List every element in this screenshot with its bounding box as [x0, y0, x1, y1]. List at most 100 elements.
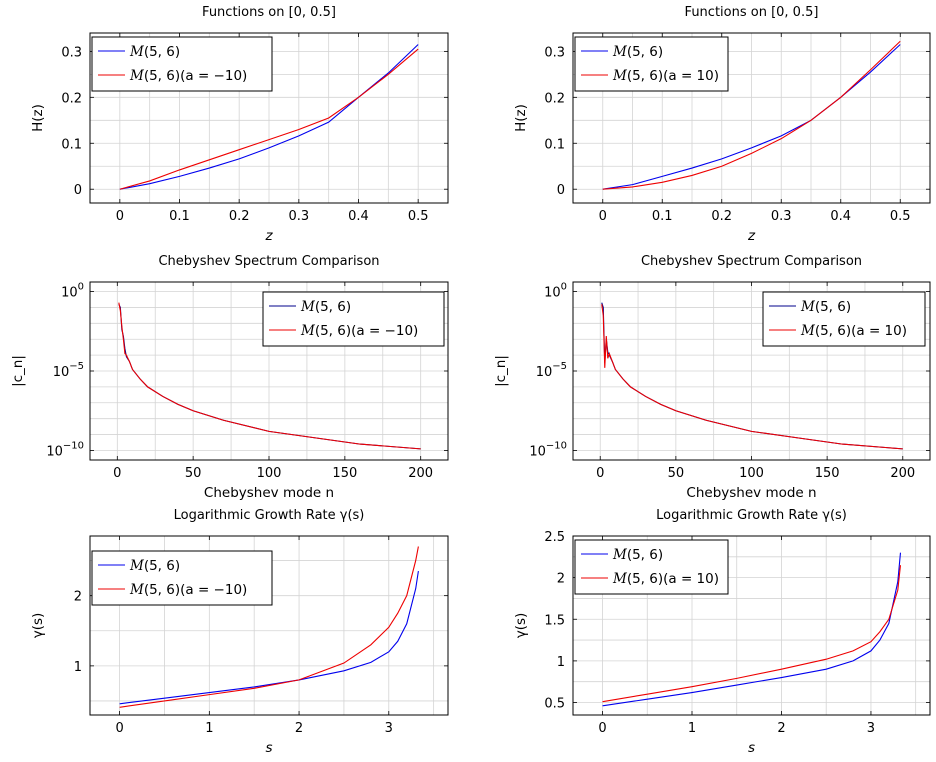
x-tick-label: 3: [385, 721, 393, 736]
plot-frame: [572, 32, 931, 204]
y-tick-label: 10−5: [536, 361, 567, 380]
y-tick-exponent: −10: [546, 440, 567, 451]
legend-label-rest: (5, 6)(a = −10): [144, 582, 248, 598]
legend-label-script-m: M: [129, 68, 145, 84]
chart-title: Functions on [0, 0.5]: [202, 5, 336, 20]
y-tick-label: 0.3: [544, 45, 565, 60]
y-tick-label: 10−5: [53, 361, 84, 380]
series-line-2: [602, 40, 901, 190]
series-line-2: [601, 304, 903, 450]
x-tick-label: 0.1: [169, 209, 190, 224]
y-tick-label: 0.2: [544, 91, 565, 106]
chart-title: Logarithmic Growth Rate γ(s): [656, 508, 847, 523]
y-tick-label: 0.1: [61, 137, 82, 152]
x-tick-label: 0: [115, 721, 123, 736]
series-line-2: [118, 302, 421, 450]
y-tick-exponent: −10: [63, 440, 84, 451]
chart-title: Logarithmic Growth Rate γ(s): [174, 508, 365, 523]
legend-label-rest: (5, 6)(a = 10): [627, 571, 719, 587]
legend-box: [262, 291, 445, 347]
plot-frame: [89, 535, 449, 716]
x-tick-label: 200: [890, 466, 915, 481]
legend-label: M(5, 6): [800, 299, 851, 315]
y-tick-exponent: 0: [78, 282, 84, 293]
x-tick-label: 0.5: [408, 209, 429, 224]
y-tick-base: 10: [544, 286, 561, 301]
legend-label-rest: (5, 6): [144, 44, 180, 60]
legend-label-rest: (5, 6): [627, 547, 663, 563]
y-tick-label: 0.2: [61, 91, 82, 106]
chart-panel-1: Functions on [0, 0.5] 0 0.1 0.2 0.3 0.4 0.5 0 0.…: [30, 5, 449, 244]
x-tick-label: 0.2: [229, 209, 250, 224]
grid-lines: [573, 282, 930, 460]
x-tick-label: 100: [739, 466, 764, 481]
legend: M(5, 6)M(5, 6)(a = 10): [762, 291, 926, 347]
chart-title: Functions on [0, 0.5]: [685, 5, 819, 20]
x-tick-label: 0: [598, 721, 606, 736]
legend-box: [91, 36, 273, 92]
x-tick-label: 1: [688, 721, 696, 736]
x-tick-label: 200: [408, 466, 433, 481]
legend-label-script-m: M: [300, 299, 316, 315]
y-tick-label: 0.5: [544, 697, 565, 712]
legend-label-script-m: M: [129, 44, 145, 60]
x-tick-label: 0.5: [890, 209, 911, 224]
y-axis-label: H(z): [30, 104, 46, 132]
y-tick-base: 10: [61, 286, 78, 301]
plot-frame: [89, 32, 449, 204]
legend-box: [574, 36, 729, 92]
legend-label: M(5, 6)(a = 10): [612, 68, 719, 84]
x-axis-label: Chebyshev mode n: [686, 485, 816, 501]
legend: M(5, 6)M(5, 6)(a = −10): [262, 291, 445, 347]
legend-label-script-m: M: [800, 323, 816, 339]
y-tick-label: 2: [74, 590, 82, 605]
y-tick-exponent: 0: [561, 282, 567, 293]
y-tick-base: 10: [529, 444, 546, 459]
chart-panel-6: Logarithmic Growth Rate γ(s) 0 1 2 3 0.5 1 1.5 2…: [513, 508, 931, 756]
y-tick-label: 100: [61, 282, 84, 301]
chart-title: Chebyshev Spectrum Comparison: [158, 254, 379, 269]
legend-label-rest: (5, 6): [144, 558, 180, 574]
x-tick-label: 0.3: [288, 209, 309, 224]
chart-panel-2: Functions on [0, 0.5] 0 0.1 0.2 0.3 0.4 0.5 0 0.…: [513, 5, 931, 244]
series-line-1: [119, 571, 419, 705]
series-line-2: [119, 546, 419, 708]
x-tick-label: 150: [815, 466, 840, 481]
legend-label: M(5, 6): [612, 547, 663, 563]
y-axis-label: |c_n|: [493, 355, 509, 387]
legend-label: M(5, 6)(a = −10): [300, 323, 418, 339]
x-tick-label: 0: [116, 209, 124, 224]
x-tick-label: 0.1: [652, 209, 673, 224]
legend-label-rest: (5, 6)(a = −10): [144, 68, 248, 84]
x-tick-label: 0: [599, 209, 607, 224]
y-tick-label: 0.3: [61, 45, 82, 60]
y-axis-label: γ(s): [513, 613, 529, 639]
series-line-1: [602, 44, 901, 190]
legend-label: M(5, 6): [612, 44, 663, 60]
chart-panel-5: Logarithmic Growth Rate γ(s) 0 1 2 3 1 2 s γ(s) M…: [30, 508, 449, 756]
x-tick-label: 1: [205, 721, 213, 736]
plot-frame: [572, 535, 931, 716]
x-tick-label: 0.2: [711, 209, 732, 224]
x-axis-label: s: [265, 740, 272, 756]
series-line-2: [602, 565, 902, 703]
legend: M(5, 6)M(5, 6)(a = −10): [91, 36, 273, 92]
legend-label-script-m: M: [612, 571, 628, 587]
legend-label-script-m: M: [612, 547, 628, 563]
x-tick-label: 0: [113, 466, 121, 481]
y-tick-label: 2: [557, 572, 565, 587]
y-tick-base: 10: [536, 365, 553, 380]
x-tick-label: 2: [295, 721, 303, 736]
y-tick-exponent: −5: [69, 361, 84, 372]
x-tick-label: 50: [185, 466, 202, 481]
series-line-1: [602, 552, 902, 707]
y-tick-label: 100: [544, 282, 567, 301]
legend-label-rest: (5, 6)(a = 10): [627, 68, 719, 84]
legend-label-script-m: M: [612, 44, 628, 60]
legend-label-script-m: M: [612, 68, 628, 84]
y-axis-label: γ(s): [30, 613, 46, 639]
series-line-2: [119, 48, 419, 190]
